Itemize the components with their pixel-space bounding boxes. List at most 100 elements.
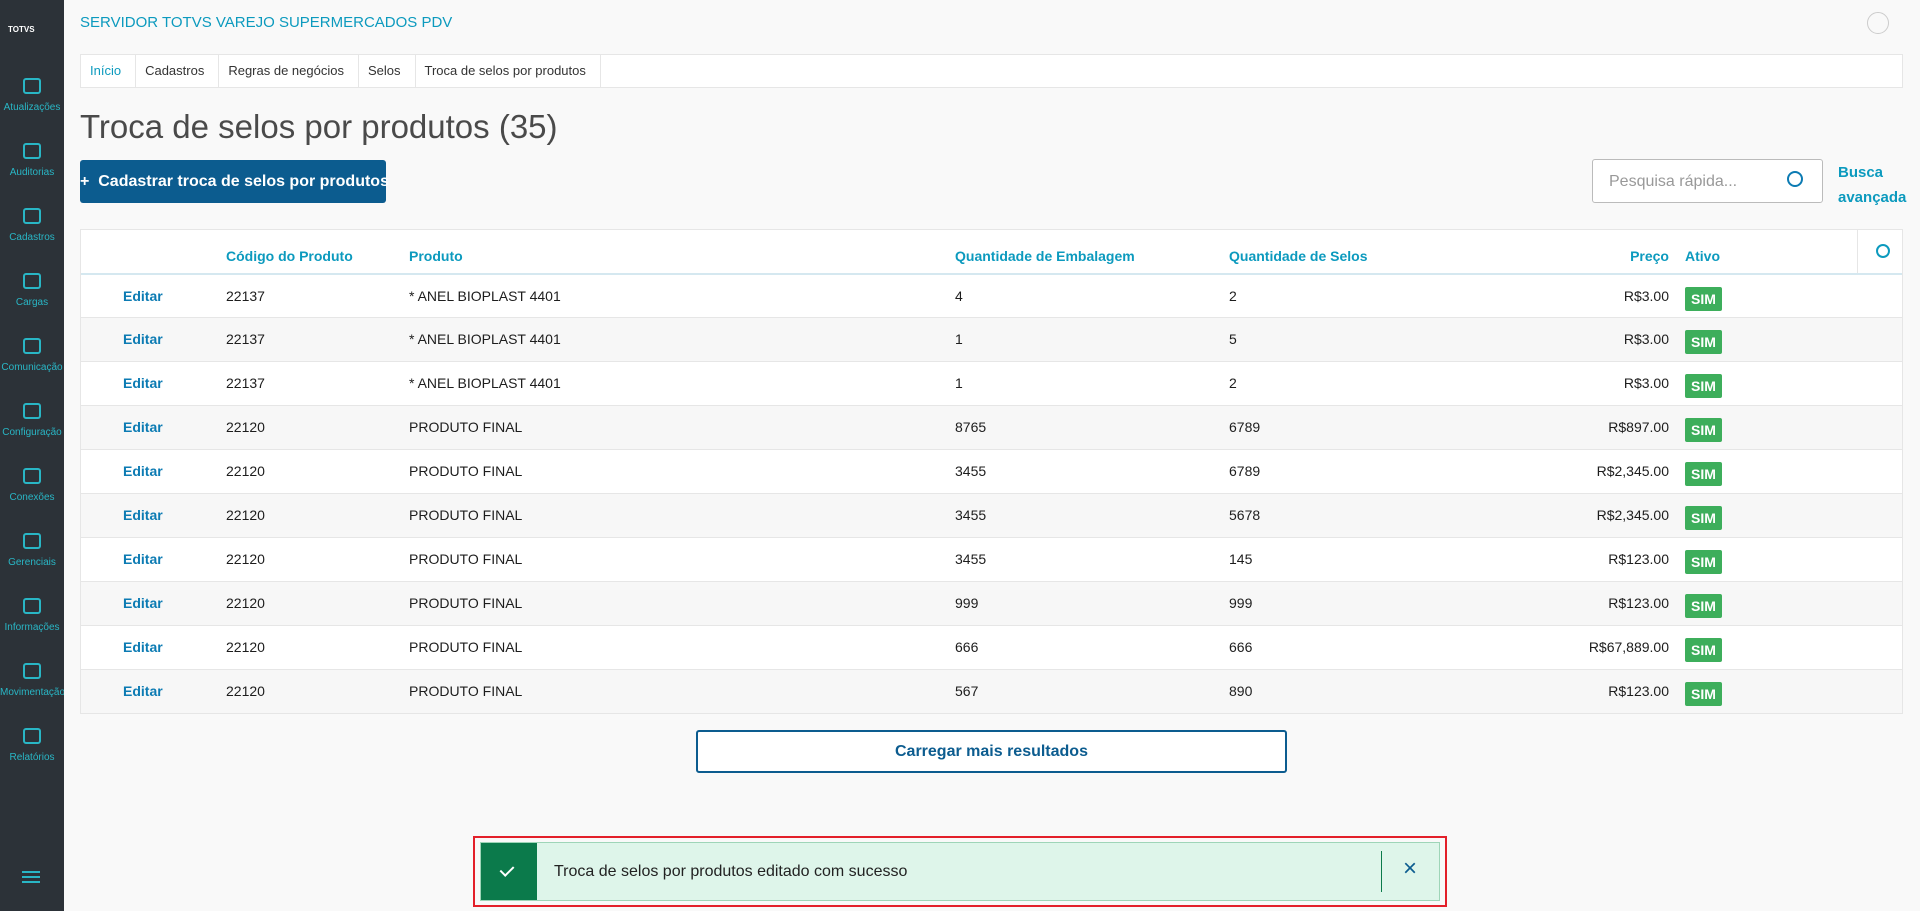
search-placeholder: Pesquisa rápida...	[1609, 173, 1738, 190]
table-cell: 22120	[226, 595, 265, 611]
divider	[1857, 230, 1858, 273]
breadcrumb-item[interactable]: Selos	[359, 55, 416, 87]
edit-link[interactable]: Editar	[123, 375, 163, 391]
sidebar-item[interactable]: Cargas	[0, 273, 64, 308]
table-cell: 22120	[226, 551, 265, 567]
status-badge: SIM	[1685, 462, 1722, 486]
breadcrumb-item[interactable]: Regras de negócios	[219, 55, 359, 87]
table-cell: PRODUTO FINAL	[409, 463, 523, 479]
sidebar-label: Conexões	[9, 492, 55, 503]
table-row: Editar 22120 PRODUTO FINAL 999 999 R$123.00 SI…	[81, 581, 1902, 625]
table-cell: 22137	[226, 288, 265, 304]
table-row: Editar 22137 * ANEL BIOPLAST 4401 4 2 R$3.00 S…	[81, 273, 1902, 317]
sidebar-label: Relatórios	[9, 752, 55, 763]
collapse-icon[interactable]	[22, 876, 40, 878]
breadcrumb-item: Troca de selos por produtos	[416, 55, 601, 87]
edit-link[interactable]: Editar	[123, 507, 163, 523]
advanced-search[interactable]: Busca avançada	[1838, 164, 1907, 206]
sidebar-label: Auditorias	[9, 167, 55, 178]
table-row: Editar 22120 PRODUTO FINAL 3455 6789 R$2,345.…	[81, 449, 1902, 493]
table-cell: 8765	[955, 419, 987, 435]
table-cell: R$67,889.00	[1588, 639, 1669, 655]
table-cell: 22137	[226, 375, 265, 391]
table-row: Editar 22137 * ANEL BIOPLAST 4401 1 2 R$3.00 S…	[81, 361, 1902, 405]
breadcrumb-item[interactable]: Início	[81, 55, 137, 87]
toast: Troca de selos por produtos editado com …	[480, 842, 1440, 901]
table-cell: R$2,345.00	[1596, 463, 1669, 479]
sidebar-item[interactable]: Movimentação	[0, 663, 64, 698]
header-title: SERVIDOR TOTVS VAREJO SUPERMERCADOS PDV	[80, 14, 453, 31]
edit-link[interactable]: Editar	[123, 683, 163, 699]
table-cell: * ANEL BIOPLAST 4401	[409, 375, 561, 391]
sidebar-item[interactable]: Cadastros	[0, 208, 64, 243]
check-icon	[499, 862, 515, 877]
sidebar-icon	[23, 403, 41, 419]
breadcrumb: Início Cadastros Regras de negócios Selos Tr…	[80, 54, 1903, 88]
table-cell: 6789	[1229, 419, 1261, 435]
sidebar-label: Atualizações	[3, 102, 61, 113]
edit-link[interactable]: Editar	[123, 463, 163, 479]
table-cell: PRODUTO FINAL	[409, 507, 523, 523]
search-icon	[1787, 171, 1803, 187]
table-cell: 5678	[1229, 507, 1261, 523]
status-badge: SIM	[1685, 287, 1722, 311]
user-icon[interactable]	[1867, 12, 1889, 34]
sidebar-icon	[23, 273, 41, 289]
sidebar-label: Cargas	[15, 297, 49, 308]
sidebar-icon	[23, 663, 41, 679]
sidebar: TOTVS Atualizações Auditorias Cadastros Car…	[0, 0, 64, 911]
table-row: Editar 22120 PRODUTO FINAL 3455 145 R$123.00 S…	[81, 537, 1902, 581]
status-badge: SIM	[1685, 506, 1722, 530]
status-badge: SIM	[1685, 638, 1722, 662]
table-cell: R$2,345.00	[1596, 507, 1669, 523]
status-badge: SIM	[1685, 418, 1722, 442]
sidebar-icon	[23, 533, 41, 549]
edit-link[interactable]: Editar	[123, 419, 163, 435]
highlight-box: Troca de selos por produtos editado com …	[473, 836, 1447, 907]
table-cell: 890	[1229, 683, 1253, 699]
table-row: Editar 22137 * ANEL BIOPLAST 4401 1 5 R$3.00 S…	[81, 317, 1902, 361]
create-button[interactable]: + Cadastrar troca de selos por produtos	[80, 160, 389, 203]
sidebar-item[interactable]: Auditorias	[0, 143, 64, 178]
logo: TOTVS	[8, 25, 35, 34]
sidebar-item[interactable]: Conexões	[0, 468, 64, 503]
sidebar-item[interactable]: Configuração	[0, 403, 64, 438]
column-header: Preço	[1630, 248, 1669, 264]
edit-link[interactable]: Editar	[123, 639, 163, 655]
table-cell: 22120	[226, 507, 265, 523]
table-cell: 22120	[226, 683, 265, 699]
sidebar-item[interactable]: Atualizações	[0, 78, 64, 113]
edit-link[interactable]: Editar	[123, 595, 163, 611]
sidebar-item[interactable]: Informações	[0, 598, 64, 633]
sidebar-item[interactable]: Gerenciais	[0, 533, 64, 568]
sidebar-item[interactable]: Relatórios	[0, 728, 64, 763]
table-cell: PRODUTO FINAL	[409, 419, 523, 435]
table-cell: 1	[955, 331, 963, 347]
table-cell: R$123.00	[1608, 551, 1669, 567]
close-button[interactable]: ×	[1403, 855, 1418, 882]
sidebar-label: Movimentação	[0, 687, 64, 698]
edit-link[interactable]: Editar	[123, 551, 163, 567]
sidebar-label: Configuração	[2, 427, 62, 438]
column-header: Quantidade de Embalagem	[955, 248, 1135, 264]
load-more-button[interactable]: Carregar mais resultados	[696, 730, 1287, 773]
table-cell: 145	[1229, 551, 1253, 567]
sidebar-item[interactable]: Comunicação	[0, 338, 64, 373]
column-header: Quantidade de Selos	[1229, 248, 1368, 264]
table-row: Editar 22120 PRODUTO FINAL 3455 5678 R$2,345.…	[81, 493, 1902, 537]
sidebar-icon	[23, 598, 41, 614]
search-box[interactable]: Pesquisa rápida...	[1592, 159, 1823, 203]
table-cell: 999	[955, 595, 979, 611]
edit-link[interactable]: Editar	[123, 288, 163, 304]
toast-icon-block	[481, 843, 537, 900]
breadcrumb-item[interactable]: Cadastros	[136, 55, 220, 87]
table-cell: R$897.00	[1608, 419, 1669, 435]
table-cell: * ANEL BIOPLAST 4401	[409, 331, 561, 347]
table-row: Editar 22120 PRODUTO FINAL 8765 6789 R$897.00…	[81, 405, 1902, 449]
status-badge: SIM	[1685, 330, 1722, 354]
table-cell: 3455	[955, 507, 987, 523]
column-header: Produto	[409, 248, 463, 264]
edit-link[interactable]: Editar	[123, 331, 163, 347]
column-header: Código do Produto	[226, 248, 353, 264]
settings-icon[interactable]	[1876, 244, 1890, 258]
